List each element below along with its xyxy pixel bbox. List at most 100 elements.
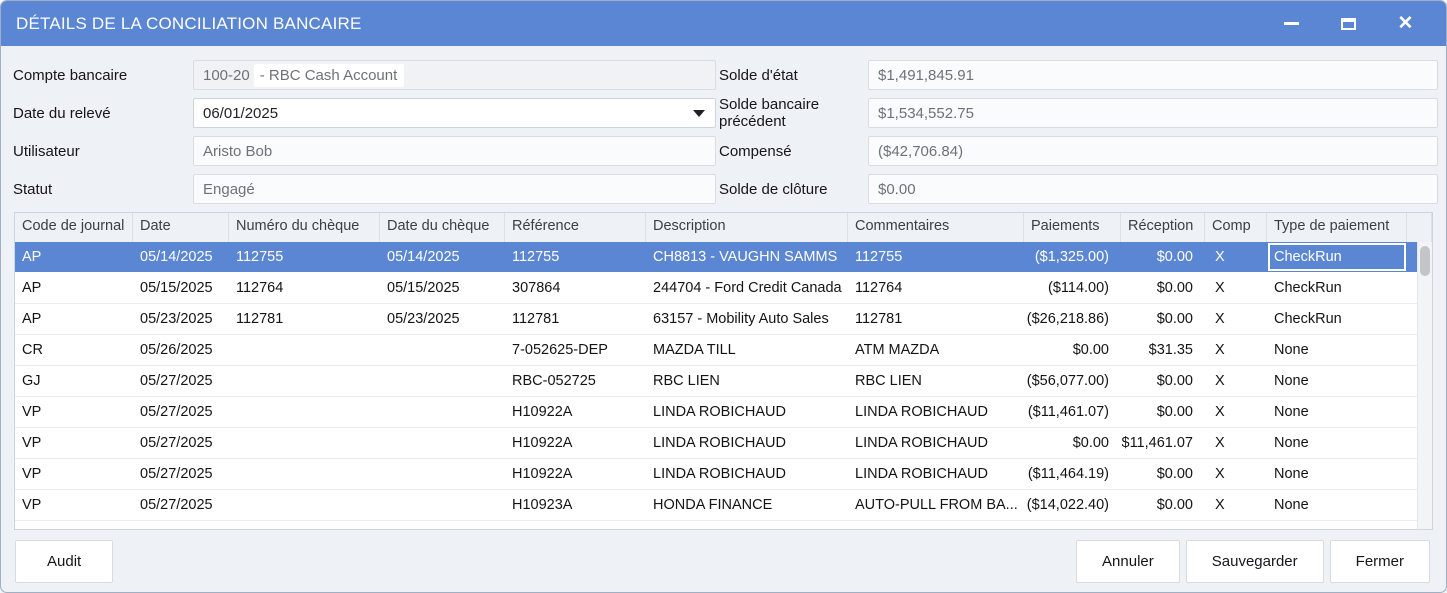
table-row[interactable]: CR 05/26/2025 7-052625-DEP MAZDA TILL ATM MA… [15,335,1432,366]
cell-description: CH8813 - VAUGHN SAMMS [653,249,838,265]
audit-button[interactable]: Audit [15,539,114,583]
table-row[interactable]: GJ 05/27/2025 RBC-052725 RBC LIEN RBC LIEN ($… [15,366,1432,397]
cell-date: 05/26/2025 [140,342,213,358]
cell-comp: X [1215,497,1225,513]
statement-date-combobox[interactable]: 06/01/2025 [193,98,716,128]
column-header-type[interactable]: Type de paiement [1267,213,1407,242]
cell-comments: AUTO-PULL FROM BA... [855,497,1018,513]
cell-payments: $0.00 [1072,435,1109,451]
cell-date: 05/23/2025 [140,311,213,327]
column-header-comp[interactable]: Comp [1205,213,1267,242]
cell-comp: X [1215,404,1225,420]
cell-cheque_date: 05/23/2025 [387,311,460,327]
cell-code: AP [22,311,42,327]
maximize-icon [1341,17,1356,30]
status-label: Statut [13,180,53,198]
save-button[interactable]: Sauvegarder [1185,539,1324,583]
table-row[interactable]: VP 05/27/2025 H10923A HONDA FINANCE AUTO-PUL… [15,490,1432,521]
cell-cheque_date [380,397,505,427]
cell-type: None [1274,435,1309,451]
statement-balance-label: Solde d'état [719,66,798,84]
column-header-comments[interactable]: Commentaires [848,213,1024,242]
closing-balance-field: $0.00 [868,174,1438,204]
cell-description: LINDA ROBICHAUD [653,435,786,451]
cell-cheque_date [380,335,505,365]
table-row[interactable]: AP 05/14/2025 112755 05/14/2025 112755 CH8813… [15,242,1432,273]
cell-type: None [1274,342,1309,358]
cell-cheque_date [380,459,505,489]
cell-comments: RBC LIEN [855,373,922,389]
cell-code: VP [22,435,42,451]
cell-reception: $0.00 [1156,249,1193,265]
cell-comments: 112764 [855,280,903,296]
column-header-payments[interactable]: Paiements [1024,213,1121,242]
bank-account-code: 100-20 [203,66,250,84]
cell-cheque_no [229,490,380,520]
cell-description: MAZDA TILL [653,342,736,358]
title-bar: DÉTAILS DE LA CONCILIATION BANCAIRE ✕ [1,1,1446,46]
cell-comp: X [1215,342,1225,358]
cell-reference: 112781 [512,311,560,327]
scrollbar-thumb[interactable] [1420,246,1430,276]
cell-date: 05/27/2025 [140,404,213,420]
table-row[interactable]: VP 05/27/2025 H10922A LINDA ROBICHAUD LINDA … [15,397,1432,428]
previous-bank-balance-field: $1,534,552.75 [868,98,1438,128]
column-header-description[interactable]: Description [646,213,848,242]
cell-cheque_date: 05/15/2025 [387,280,460,296]
cell-description: LINDA ROBICHAUD [653,466,786,482]
column-header-filler [1407,213,1432,242]
maximize-button[interactable] [1320,1,1377,46]
cell-date: 05/15/2025 [140,280,213,296]
table-row[interactable]: VP 05/27/2025 H10922A LINDA ROBICHAUD LINDA … [15,428,1432,459]
cell-reference: H10923A [512,497,573,513]
cell-payments: ($1,325.00) [1034,249,1109,265]
cell-cheque_no [229,428,380,458]
table-row[interactable]: AP 05/15/2025 112764 05/15/2025 307864 244704… [15,273,1432,304]
cell-payments: $0.00 [1072,342,1109,358]
cell-description: LINDA ROBICHAUD [653,404,786,420]
cell-comments: LINDA ROBICHAUD [855,435,988,451]
cell-reception: $11,461.07 [1121,435,1194,451]
cell-reception: $31.35 [1148,342,1193,358]
column-header-reference[interactable]: Référence [505,213,646,242]
cell-reference: 7-052625-DEP [512,342,608,358]
cell-cheque_date: 05/14/2025 [387,249,460,265]
column-header-code[interactable]: Code de journal [15,213,133,242]
cell-code: CR [22,342,43,358]
minimize-icon [1284,22,1299,25]
cell-date: 05/27/2025 [140,497,213,513]
column-header-reception[interactable]: Réception [1121,213,1205,242]
cell-comments: 112781 [855,311,903,327]
cell-description: 63157 - Mobility Auto Sales [653,311,829,327]
cell-cheque_date [380,428,505,458]
column-header-date[interactable]: Date [133,213,229,242]
cell-type: CheckRun [1274,311,1342,327]
cell-comp: X [1215,280,1225,296]
cell-comments: LINDA ROBICHAUD [855,466,988,482]
statement-balance-field: $1,491,845.91 [868,60,1438,90]
column-header-cheque_no[interactable]: Numéro du chèque [229,213,380,242]
column-header-cheque_date[interactable]: Date du chèque [380,213,505,242]
vertical-scrollbar[interactable] [1417,242,1432,529]
minimize-button[interactable] [1263,1,1320,46]
user-label: Utilisateur [13,142,80,160]
cell-description: 244704 - Ford Credit Canada [653,280,842,296]
status-field: Engagé [193,174,716,204]
cell-code: AP [22,249,42,265]
cell-reference: H10922A [512,404,573,420]
cell-reception: $0.00 [1156,497,1193,513]
table-row[interactable]: AP 05/23/2025 112781 05/23/2025 112781 63157 … [15,304,1432,335]
cell-type: CheckRun [1267,242,1407,272]
cell-payments: ($26,218.86) [1026,311,1109,327]
cell-reference: RBC-052725 [512,373,596,389]
table-row[interactable]: VP 05/27/2025 H10922A LINDA ROBICHAUD LINDA … [15,459,1432,490]
cell-code: GJ [22,373,41,389]
cell-reference: 307864 [512,280,561,296]
cancel-button[interactable]: Annuler [1076,539,1180,583]
close-dialog-button[interactable]: Fermer [1329,539,1430,583]
chevron-down-icon[interactable] [693,110,705,117]
close-button[interactable]: ✕ [1377,1,1434,46]
statement-date-label: Date du relevé [13,104,111,122]
grid-body: AP 05/14/2025 112755 05/14/2025 112755 CH8813… [15,242,1432,521]
